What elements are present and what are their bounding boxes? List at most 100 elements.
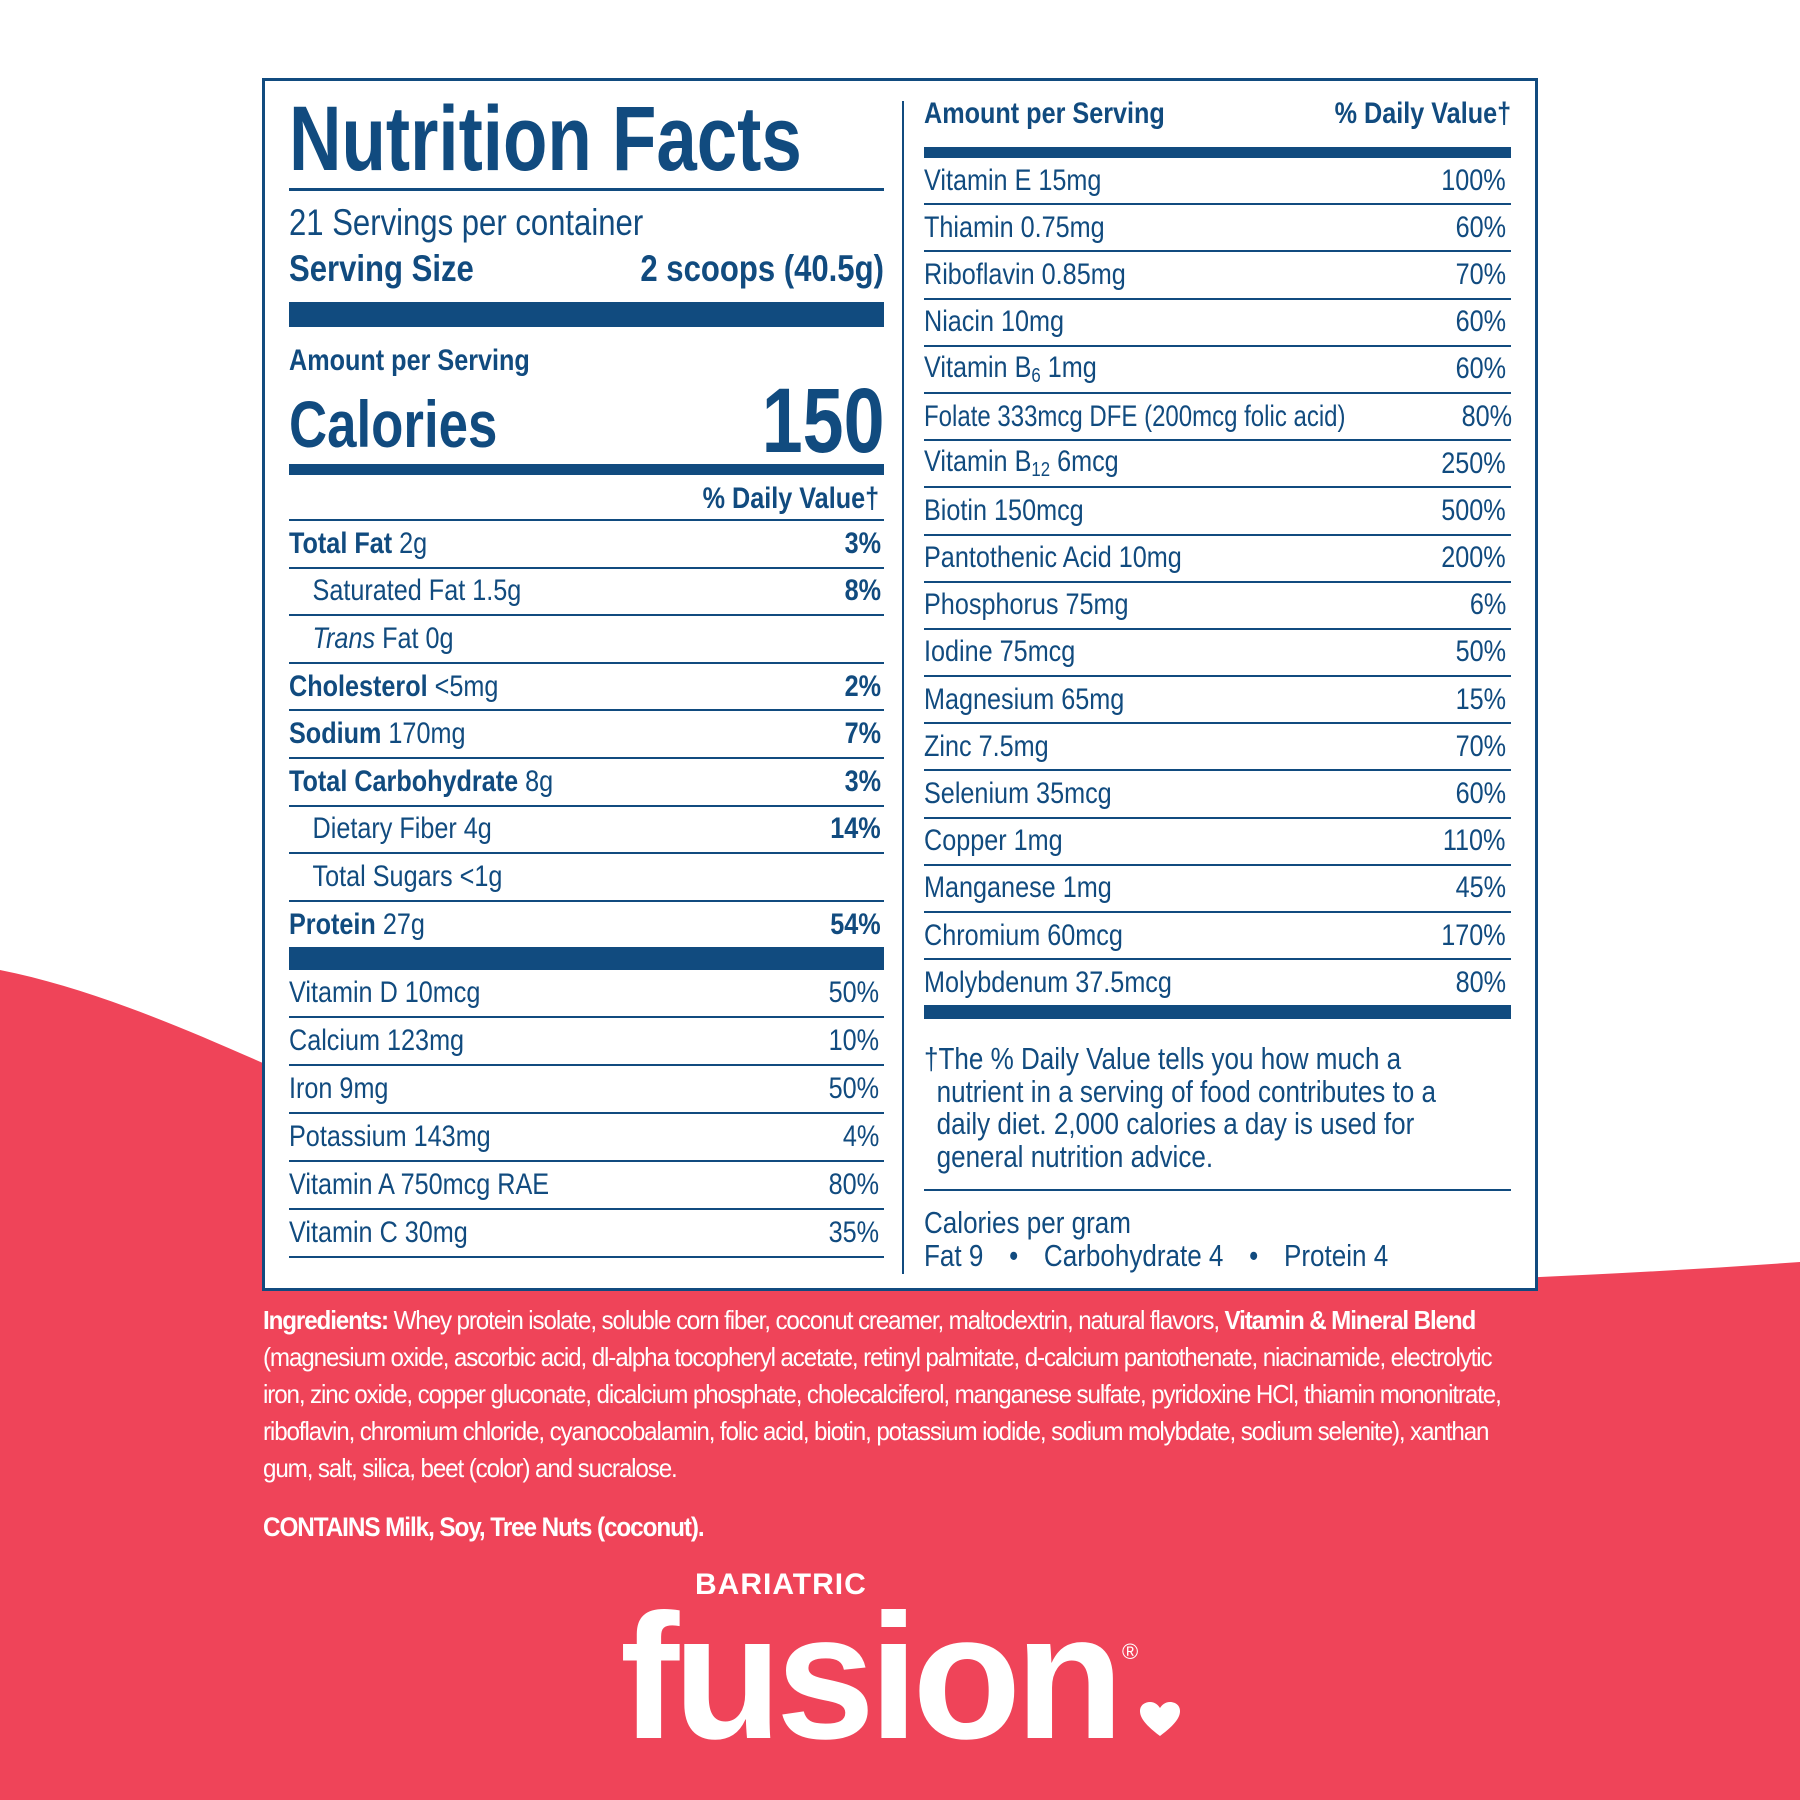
vitamin-row: Vitamin B12 6mcg 250%	[924, 441, 1511, 489]
nutrient-label: Dietary Fiber 4g	[289, 812, 492, 846]
vitamin-row: Selenium 35mcg 60%	[924, 771, 1511, 819]
nutrient-name: Protein	[289, 907, 376, 941]
vitamin-row: Chromium 60mcg 170%	[924, 913, 1511, 961]
nutrient-name: Total Carbohydrate	[289, 764, 519, 798]
daily-value: 110%	[1443, 824, 1506, 858]
subscript: 12	[1031, 459, 1051, 482]
daily-value: 10%	[828, 1024, 879, 1057]
daily-value: 45%	[1455, 871, 1506, 905]
serving-size-label: Serving Size	[289, 248, 474, 289]
vitamin-row: Vitamin A 750mcg RAE 80%	[289, 1162, 884, 1210]
nutrition-facts-panel	[262, 78, 1538, 1291]
vitamin-label: Niacin 10mg	[924, 305, 1064, 339]
daily-value: 8%	[844, 574, 881, 608]
daily-value: 80%	[1455, 965, 1506, 999]
vitamin-row: Vitamin E 15mg 100%	[924, 158, 1511, 206]
daily-value: 60%	[1455, 352, 1506, 386]
vitamin-label: Copper 1mg	[924, 824, 1063, 858]
ingredients-paragraph: Ingredients: Whey protein isolate, solub…	[263, 1302, 1533, 1487]
daily-value: 70%	[1455, 729, 1506, 763]
vitamin-label: Biotin 150mcg	[924, 494, 1084, 528]
bullet-icon: •	[1009, 1238, 1019, 1273]
vitamin-name: Iodine 75mcg	[924, 635, 1076, 669]
serving-size: Serving Size 2 scoops (40.5g)	[289, 248, 884, 290]
vitamin-amount: 1mg	[1040, 350, 1097, 384]
nutrient-label: Saturated Fat 1.5g	[289, 574, 522, 608]
vitamin-row: Manganese 1mg 45%	[924, 866, 1511, 913]
vitamin-name: Selenium 35mcg	[924, 777, 1112, 811]
daily-value: 60%	[1455, 305, 1506, 339]
vitamin-label: Vitamin C 30mg	[289, 1216, 468, 1250]
logo-fusion: fusion	[620, 1577, 1124, 1776]
vitamin-row: Vitamin D 10mcg 50%	[289, 970, 884, 1018]
nutrient-name: Dietary Fiber 4g	[312, 812, 492, 846]
nutrient-row: Total Carbohydrate 8g 3%	[289, 759, 884, 807]
servings-per-container: 21 Servings per container	[289, 202, 711, 244]
vitamin-label: Calcium 123mg	[289, 1024, 464, 1058]
daily-value: 60%	[1455, 777, 1506, 811]
medium-bar	[924, 1007, 1511, 1019]
vitamin-label: Vitamin B12 6mcg	[924, 445, 1119, 482]
vitamin-label: Zinc 7.5mg	[924, 730, 1049, 764]
carb-per-gram: Carbohydrate 4	[1043, 1238, 1224, 1273]
nutrient-label: Total Carbohydrate 8g	[289, 765, 553, 799]
vitamin-name: Vitamin D 10mcg	[289, 976, 481, 1009]
vitamin-row: Magnesium 65mg 15%	[924, 677, 1511, 725]
calories-per-gram-title: Calories per gram	[924, 1205, 1131, 1240]
bullet-icon: •	[1249, 1238, 1259, 1273]
nutrient-amount: 2g	[399, 526, 428, 560]
daily-value: 14%	[830, 812, 881, 846]
vitamin-name: Vitamin B	[924, 350, 1032, 384]
nutrient-amount: 170mg	[388, 717, 466, 751]
nutrient-name: Sodium	[289, 717, 382, 751]
footnote-line: nutrient in a serving of food contribute…	[936, 1073, 1437, 1109]
daily-value: 7%	[844, 717, 881, 751]
right-header: Amount per Serving % Daily Value†	[924, 97, 1511, 131]
amount-per-serving: Amount per Serving	[289, 344, 576, 378]
nutrient-label: Sodium 170mg	[289, 717, 465, 751]
vitamin-name: Folate 333mcg DFE (200mcg folic acid)	[924, 399, 1346, 433]
daily-value: 200%	[1441, 541, 1506, 575]
heart-icon	[1140, 1702, 1180, 1736]
nutrient-amount: 8g	[525, 764, 554, 798]
vitamin-row: Niacin 10mg 60%	[924, 300, 1511, 347]
vitamin-row: Molybdenum 37.5mcg 80%	[924, 960, 1511, 1008]
calories-value: 150	[761, 370, 884, 472]
medium-bar	[289, 464, 884, 475]
amount-per-serving-text: Amount per Serving	[289, 344, 530, 377]
vitamin-label: Potassium 143mg	[289, 1120, 491, 1154]
vitamin-row: Phosphorus 75mg 6%	[924, 583, 1511, 630]
daily-value: 50%	[828, 1072, 879, 1105]
nutrient-amount: 27g	[382, 907, 425, 941]
vitamin-row: Copper 1mg 110%	[924, 819, 1511, 866]
daily-value: 100%	[1441, 163, 1506, 197]
nutrient-row: Total Fat 2g 3%	[289, 521, 884, 569]
nutrient-label: Cholesterol <5mg	[289, 670, 498, 704]
daily-value: 50%	[1455, 635, 1506, 669]
column-divider	[902, 101, 904, 1274]
daily-value: 70%	[1455, 257, 1506, 291]
nutrient-italic: Trans	[312, 621, 376, 655]
vitamin-name: Calcium 123mg	[289, 1024, 465, 1057]
vitamin-label: Magnesium 65mg	[924, 683, 1124, 717]
vitamin-row: Iodine 75mcg 50%	[924, 630, 1511, 678]
daily-value: 80%	[1461, 399, 1512, 433]
vitamin-name: Chromium 60mcg	[924, 918, 1123, 952]
vitamin-label: Iron 9mg	[289, 1072, 388, 1106]
vitamin-label: Thiamin 0.75mg	[924, 211, 1105, 245]
nutrient-row: Total Sugars <1g	[289, 854, 884, 902]
vitamin-list-left: Vitamin D 10mcg 50% Calcium 123mg 10% Iron 9…	[289, 970, 884, 1258]
nutrient-label: Trans Fat 0g	[289, 622, 454, 656]
vitamin-label: Molybdenum 37.5mcg	[924, 966, 1172, 1000]
vitamin-name: Molybdenum 37.5mcg	[924, 965, 1172, 999]
vitamin-label: Iodine 75mcg	[924, 635, 1075, 669]
vitamin-row: Biotin 150mcg 500%	[924, 488, 1511, 536]
vitamin-name: Copper 1mg	[924, 824, 1063, 858]
vitamin-row: Pantothenic Acid 10mg 200%	[924, 536, 1511, 583]
daily-value: 3%	[844, 526, 881, 560]
vitamin-name: Manganese 1mg	[924, 871, 1112, 905]
daily-value-header: % Daily Value†	[289, 482, 879, 516]
divider	[924, 1189, 1511, 1191]
footnote-line: daily diet. 2,000 calories a day is used…	[936, 1106, 1415, 1141]
serving-size-value: 2 scoops (40.5g)	[640, 248, 884, 289]
